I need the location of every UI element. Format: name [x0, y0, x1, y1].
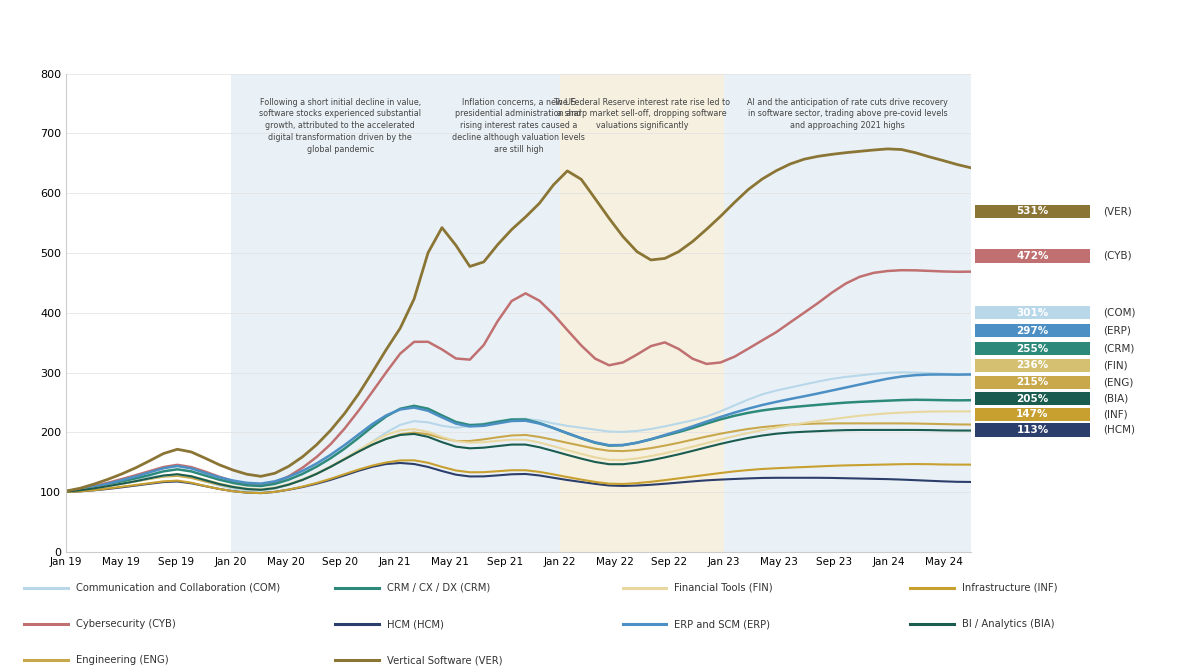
Text: (COM): (COM): [1103, 308, 1135, 318]
Text: BI / Analytics (BIA): BI / Analytics (BIA): [962, 619, 1055, 629]
Text: (FIN): (FIN): [1103, 361, 1128, 371]
Text: 215%: 215%: [1017, 377, 1049, 387]
Bar: [975, 250, 1090, 262]
Text: 531%: 531%: [1017, 206, 1049, 216]
Text: 297%: 297%: [1017, 326, 1049, 336]
Text: (INF): (INF): [1103, 409, 1128, 419]
Text: 255%: 255%: [1017, 344, 1049, 354]
Text: (HCM): (HCM): [1103, 425, 1135, 435]
Text: Financial Tools (FIN): Financial Tools (FIN): [674, 583, 773, 593]
Text: Cybersecurity (CYB): Cybersecurity (CYB): [76, 619, 175, 629]
Bar: [560, 74, 724, 552]
Text: (ENG): (ENG): [1103, 377, 1134, 387]
Text: Following a short initial decline in value,
software stocks experienced substant: Following a short initial decline in val…: [259, 98, 421, 154]
Text: (BIA): (BIA): [1103, 394, 1128, 404]
Text: 301%: 301%: [1017, 308, 1049, 318]
Text: (VER): (VER): [1103, 206, 1132, 216]
Bar: [975, 306, 1090, 319]
Text: The Federal Reserve interest rate rise led to
a sharp market sell-off, dropping : The Federal Reserve interest rate rise l…: [554, 98, 730, 130]
Text: (CRM): (CRM): [1103, 344, 1134, 354]
Text: ERP and SCM (ERP): ERP and SCM (ERP): [674, 619, 770, 629]
Bar: [975, 392, 1090, 405]
Bar: [975, 359, 1090, 372]
Text: (ERP): (ERP): [1103, 326, 1132, 336]
Text: Infrastructure (INF): Infrastructure (INF): [962, 583, 1058, 593]
Text: AI and the anticipation of rate cuts drive recovery
in software sector, trading : AI and the anticipation of rate cuts dri…: [747, 98, 948, 130]
Text: Communication and Collaboration (COM): Communication and Collaboration (COM): [76, 583, 279, 593]
Bar: [975, 342, 1090, 355]
Text: Engineering (ENG): Engineering (ENG): [76, 656, 168, 666]
Bar: [724, 74, 971, 552]
Bar: [975, 408, 1090, 421]
Text: Inflation concerns, a new US
presidential administration and
rising interest rat: Inflation concerns, a new US presidentia…: [452, 98, 585, 154]
Text: 205%: 205%: [1017, 394, 1049, 404]
Text: Vertical Software (VER): Vertical Software (VER): [386, 656, 502, 666]
Bar: [975, 324, 1090, 337]
Text: 113%: 113%: [1017, 425, 1049, 435]
Bar: [975, 423, 1090, 437]
Bar: [975, 205, 1090, 217]
Text: (CYB): (CYB): [1103, 251, 1132, 261]
Bar: [230, 74, 560, 552]
Text: SHARE PRICE INDEX: SHARE PRICE INDEX: [22, 23, 224, 41]
Text: 236%: 236%: [1017, 361, 1049, 371]
Text: 147%: 147%: [1017, 409, 1049, 419]
Text: 472%: 472%: [1017, 251, 1049, 261]
Text: CRM / CX / DX (CRM): CRM / CX / DX (CRM): [386, 583, 490, 593]
Text: HCM (HCM): HCM (HCM): [386, 619, 444, 629]
Bar: [975, 375, 1090, 389]
